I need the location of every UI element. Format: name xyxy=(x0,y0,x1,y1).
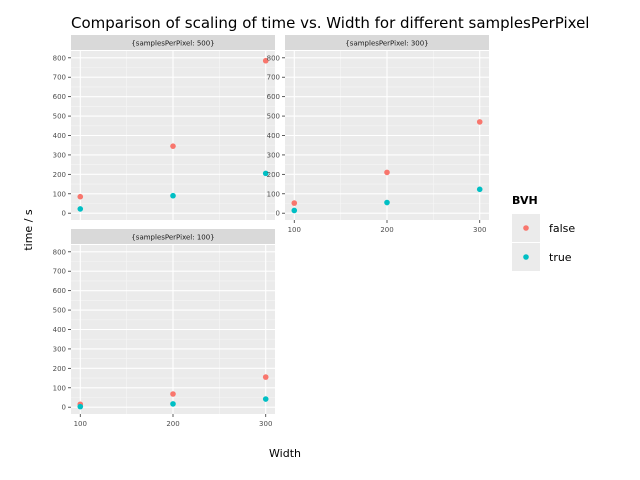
y-tick-label: 600 xyxy=(53,93,66,101)
y-tick-label: 200 xyxy=(267,171,280,179)
x-tick-label: 100 xyxy=(288,226,301,234)
y-tick-label: 700 xyxy=(267,74,280,82)
y-tick-label: 800 xyxy=(53,54,66,62)
legend-key-point xyxy=(523,254,529,260)
data-point-true xyxy=(476,186,483,193)
data-point-true xyxy=(262,170,269,177)
x-tick-label: 200 xyxy=(380,226,393,234)
data-point-false xyxy=(291,200,298,206)
facet-strip-label: {samplesPerPixel: 500} xyxy=(131,40,214,48)
y-tick-label: 700 xyxy=(53,74,66,82)
y-tick-label: 600 xyxy=(53,287,66,295)
facet-panels: {samplesPerPixel: 500} 0 100 200 300 400 500 60… xyxy=(53,35,489,428)
data-point-false xyxy=(170,391,176,397)
data-point-true xyxy=(291,207,298,214)
x-tick-label: 300 xyxy=(259,420,272,428)
data-point-false xyxy=(77,193,84,200)
facet-panel: {samplesPerPixel: 300} 0 100 200 300 400 500 60… xyxy=(267,35,489,234)
facet-strip xyxy=(71,229,275,244)
data-point-true xyxy=(170,192,176,199)
chart-title: Comparison of scaling of time vs. Width … xyxy=(71,14,589,32)
y-tick-label: 200 xyxy=(53,171,66,179)
y-tick-label: 0 xyxy=(62,210,66,218)
data-point-false xyxy=(262,57,269,64)
y-tick-label: 0 xyxy=(62,404,66,412)
y-axis-title: time / s xyxy=(22,209,35,251)
x-tick-label: 200 xyxy=(166,420,179,428)
y-tick-label: 500 xyxy=(267,113,280,121)
y-tick-label: 400 xyxy=(53,326,66,334)
facet-strip xyxy=(71,35,275,50)
data-point-false xyxy=(262,374,269,380)
legend-title: BVH xyxy=(512,194,538,207)
y-tick-label: 500 xyxy=(53,113,66,121)
y-tick-label: 0 xyxy=(276,210,280,218)
y-tick-label: 300 xyxy=(53,345,66,353)
data-point-true xyxy=(384,199,390,206)
legend-key-point xyxy=(523,225,529,231)
y-tick-label: 100 xyxy=(53,384,66,392)
x-tick-label: 100 xyxy=(74,420,87,428)
facet-strip-label: {samplesPerPixel: 100} xyxy=(131,234,214,242)
data-point-true xyxy=(262,396,269,402)
facet-panel: {samplesPerPixel: 100} 0 100 200 300 400 500 60… xyxy=(53,229,275,428)
x-tick-label: 300 xyxy=(473,226,486,234)
y-tick-label: 600 xyxy=(267,93,280,101)
y-tick-label: 100 xyxy=(53,190,66,198)
facet-strip-label: {samplesPerPixel: 300} xyxy=(345,40,428,48)
legend-label: false xyxy=(549,222,575,235)
legend-item-true: true xyxy=(512,243,572,271)
legend: BVH false true xyxy=(512,194,575,271)
data-point-false xyxy=(476,119,483,125)
facet-panel: {samplesPerPixel: 500} 0 100 200 300 400 500 60… xyxy=(53,35,275,220)
y-tick-label: 700 xyxy=(53,268,66,276)
y-tick-label: 300 xyxy=(53,151,66,159)
x-axis-title: Width xyxy=(269,447,301,460)
legend-label: true xyxy=(549,251,572,264)
y-tick-label: 800 xyxy=(267,54,280,62)
y-tick-label: 400 xyxy=(267,132,280,140)
y-tick-label: 200 xyxy=(53,365,66,373)
facet-strip xyxy=(285,35,489,50)
data-point-false xyxy=(384,169,390,176)
data-point-true xyxy=(77,403,84,410)
y-tick-label: 300 xyxy=(267,151,280,159)
y-tick-label: 100 xyxy=(267,190,280,198)
data-point-false xyxy=(170,143,176,149)
legend-item-false: false xyxy=(512,214,575,242)
y-tick-label: 400 xyxy=(53,132,66,140)
data-point-true xyxy=(77,206,84,212)
data-point-true xyxy=(170,401,176,407)
y-tick-label: 800 xyxy=(53,248,66,256)
y-tick-label: 500 xyxy=(53,307,66,315)
